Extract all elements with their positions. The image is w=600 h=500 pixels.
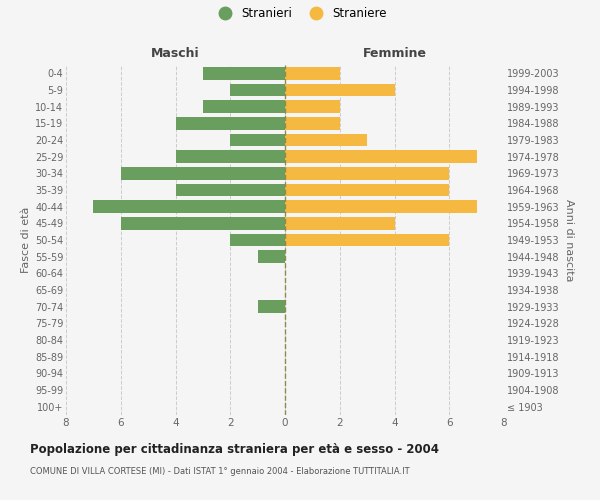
Bar [257,250,285,263]
Bar [285,67,340,80]
Bar [257,300,285,313]
Bar [285,184,449,196]
Text: COMUNE DI VILLA CORTESE (MI) - Dati ISTAT 1° gennaio 2004 - Elaborazione TUTTITA: COMUNE DI VILLA CORTESE (MI) - Dati ISTA… [30,468,410,476]
Bar [285,167,449,179]
Bar [285,100,340,113]
Bar [203,67,285,80]
Bar [230,234,285,246]
Text: Femmine: Femmine [362,47,427,60]
Bar [285,200,476,213]
Bar [176,117,285,130]
Bar [285,117,340,130]
Bar [285,234,449,246]
Bar [94,200,285,213]
Bar [176,184,285,196]
Bar [203,100,285,113]
Bar [176,150,285,163]
Bar [285,84,395,96]
Bar [285,217,395,230]
Text: Maschi: Maschi [151,47,200,60]
Bar [230,134,285,146]
Legend: Stranieri, Straniere: Stranieri, Straniere [208,2,392,25]
Bar [121,217,285,230]
Bar [285,150,476,163]
Bar [121,167,285,179]
Bar [285,134,367,146]
Text: Popolazione per cittadinanza straniera per età e sesso - 2004: Popolazione per cittadinanza straniera p… [30,442,439,456]
Y-axis label: Fasce di età: Fasce di età [20,207,31,273]
Bar [230,84,285,96]
Y-axis label: Anni di nascita: Anni di nascita [563,198,574,281]
